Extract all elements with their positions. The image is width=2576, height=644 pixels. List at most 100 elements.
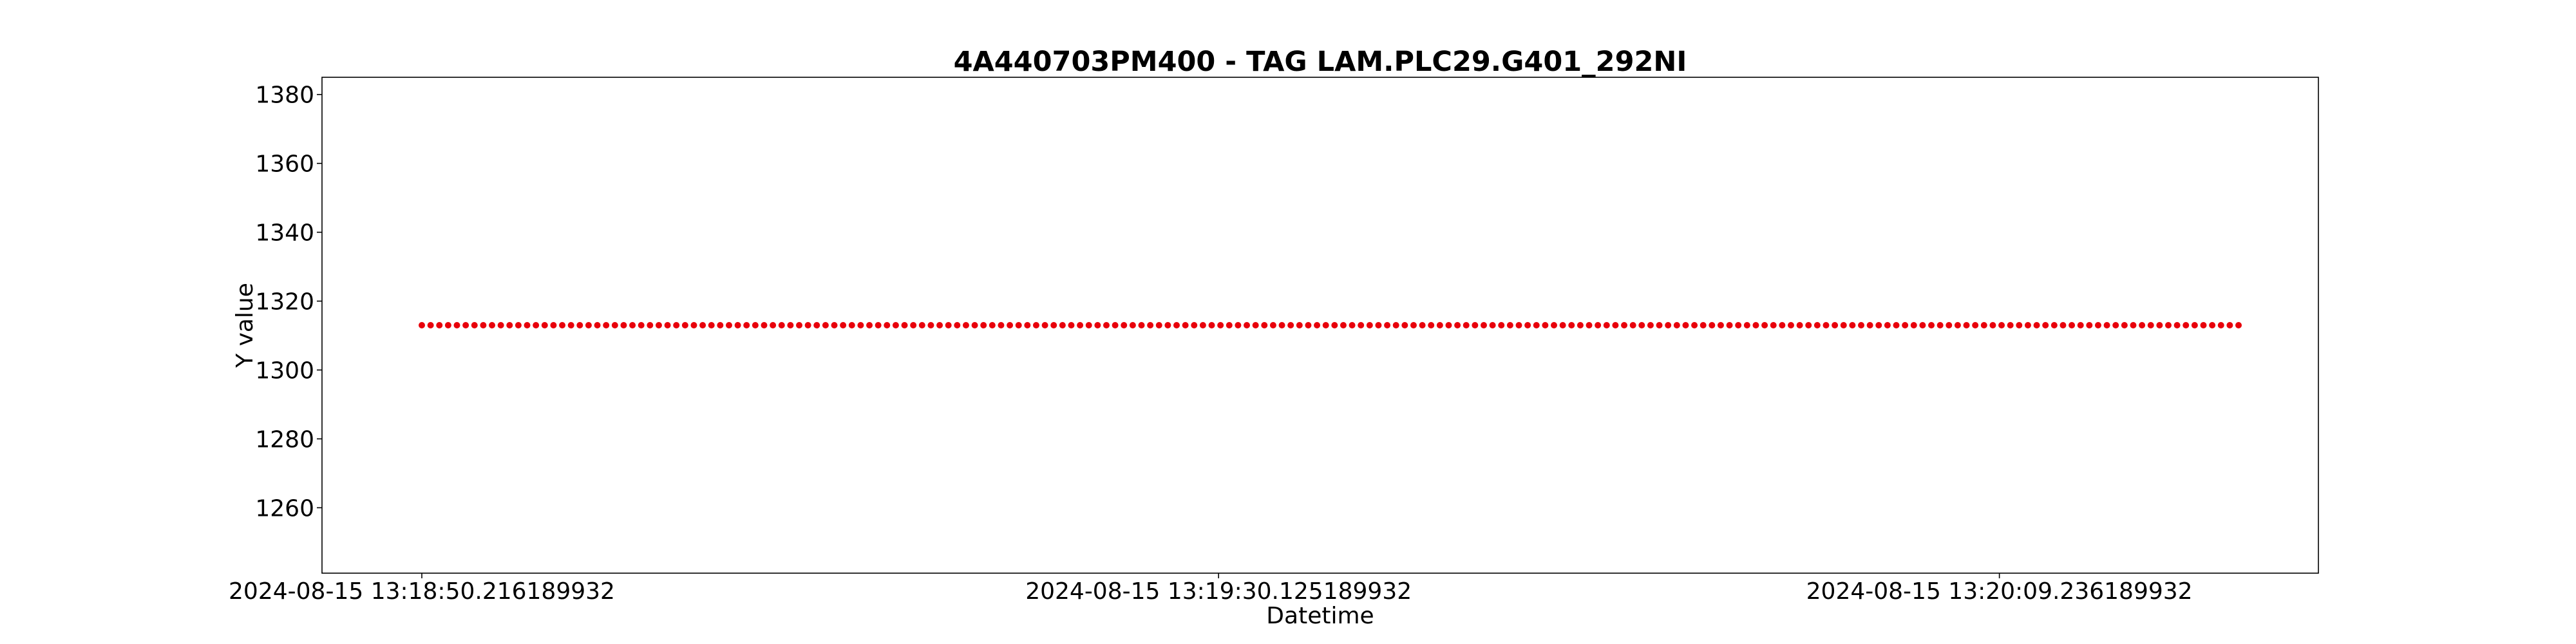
x-axis-label: Datetime xyxy=(1266,603,1374,629)
data-point xyxy=(1682,322,1689,328)
data-point xyxy=(1840,322,1847,328)
data-point xyxy=(945,322,952,328)
data-point xyxy=(1331,322,1338,328)
data-point xyxy=(1752,322,1759,328)
data-point xyxy=(1112,322,1119,328)
data-point xyxy=(1919,322,1926,328)
data-point xyxy=(1366,322,1373,328)
data-point xyxy=(427,322,434,328)
data-point xyxy=(638,322,645,328)
data-point xyxy=(690,322,697,328)
data-point xyxy=(681,322,688,328)
data-point xyxy=(1787,322,1794,328)
data-point xyxy=(2235,322,2242,328)
data-point xyxy=(1050,322,1057,328)
data-point xyxy=(787,322,794,328)
data-point xyxy=(1287,322,1294,328)
data-point xyxy=(462,322,469,328)
data-point xyxy=(1278,322,1285,328)
data-point xyxy=(770,322,777,328)
plot-area-frame xyxy=(321,77,2319,574)
data-point xyxy=(1989,322,1996,328)
data-point xyxy=(699,322,706,328)
data-point xyxy=(840,322,847,328)
data-point xyxy=(2139,322,2146,328)
data-point xyxy=(743,322,750,328)
data-point xyxy=(1235,322,1242,328)
data-point xyxy=(1226,322,1233,328)
data-point xyxy=(1138,322,1145,328)
data-point xyxy=(471,322,478,328)
data-point xyxy=(1129,322,1136,328)
data-point xyxy=(918,322,925,328)
data-point xyxy=(1542,322,1549,328)
data-point xyxy=(1629,322,1636,328)
data-point xyxy=(708,322,715,328)
data-point xyxy=(1314,322,1321,328)
data-point xyxy=(2183,322,2190,328)
data-point xyxy=(1436,322,1443,328)
data-point xyxy=(489,322,496,328)
data-point xyxy=(1121,322,1128,328)
data-point xyxy=(1858,322,1864,328)
data-point xyxy=(1559,322,1566,328)
data-point xyxy=(1796,322,1803,328)
data-point xyxy=(2209,322,2216,328)
data-point xyxy=(1041,322,1048,328)
data-point xyxy=(1269,322,1276,328)
data-point xyxy=(2112,322,2119,328)
data-point xyxy=(1866,322,1873,328)
data-point xyxy=(2042,322,2049,328)
data-point xyxy=(2156,322,2163,328)
data-point xyxy=(1963,322,1970,328)
data-point xyxy=(480,322,487,328)
data-point xyxy=(1472,322,1479,328)
data-point xyxy=(1524,322,1531,328)
data-point xyxy=(1340,322,1347,328)
data-point xyxy=(1603,322,1610,328)
data-point xyxy=(901,322,908,328)
data-point xyxy=(1726,322,1733,328)
data-point xyxy=(998,322,1005,328)
data-point xyxy=(1533,322,1540,328)
data-point xyxy=(576,322,583,328)
data-point xyxy=(1832,322,1839,328)
data-point xyxy=(1717,322,1724,328)
data-point xyxy=(1261,322,1268,328)
data-point xyxy=(2103,322,2110,328)
data-point xyxy=(1208,322,1215,328)
data-point xyxy=(962,322,969,328)
data-point xyxy=(1946,322,1953,328)
data-point xyxy=(1094,322,1101,328)
y-tick-label: 1340 xyxy=(255,220,314,247)
data-point xyxy=(2094,322,2101,328)
data-point xyxy=(2200,322,2207,328)
data-point xyxy=(980,322,987,328)
data-point xyxy=(1709,322,1716,328)
data-point xyxy=(2050,322,2058,328)
data-point xyxy=(1621,322,1628,328)
y-axis-label: Y value xyxy=(232,283,258,368)
data-point xyxy=(1489,322,1496,328)
data-point xyxy=(673,322,680,328)
data-point xyxy=(2069,322,2076,328)
y-tick-label: 1320 xyxy=(255,289,314,316)
data-point xyxy=(1647,322,1654,328)
data-point xyxy=(1103,322,1110,328)
y-tick-label: 1280 xyxy=(255,426,314,453)
data-point xyxy=(1217,322,1224,328)
data-point xyxy=(1419,322,1426,328)
y-tick-label: 1360 xyxy=(255,151,314,178)
data-point xyxy=(971,322,978,328)
data-point xyxy=(1656,322,1663,328)
data-point xyxy=(1910,322,1917,328)
data-point xyxy=(1937,322,1944,328)
data-point xyxy=(1638,322,1645,328)
data-point xyxy=(1445,322,1452,328)
data-point xyxy=(1252,322,1259,328)
data-point xyxy=(1305,322,1312,328)
data-point xyxy=(1805,322,1812,328)
data-point xyxy=(497,322,504,328)
x-tick-label: 2024-08-15 13:18:50.216189932 xyxy=(229,578,615,605)
